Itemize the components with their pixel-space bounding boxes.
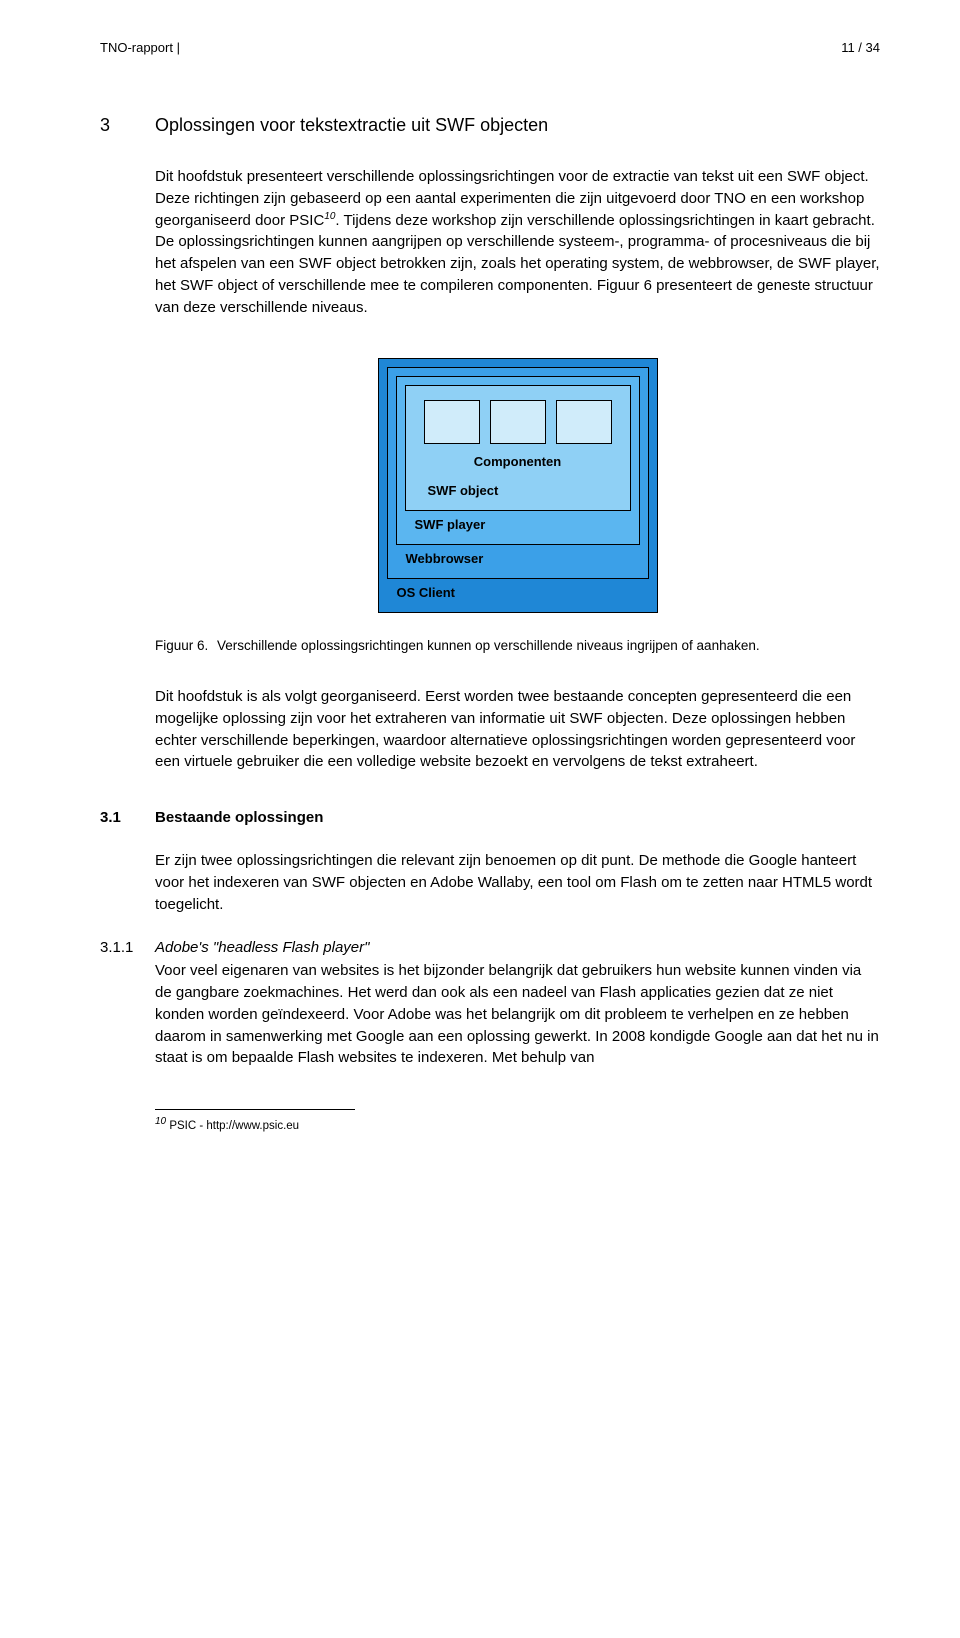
os-client-label: OS Client xyxy=(387,579,649,606)
footnote-ref-10: 10 xyxy=(324,211,335,222)
subsubsection-number: 3.1.1 xyxy=(100,939,155,956)
paragraph-1: Dit hoofdstuk presenteert verschillende … xyxy=(155,166,880,318)
figure-6-diagram: Componenten SWF object SWF player Webbro… xyxy=(155,358,880,613)
section-heading-row: 3 Oplossingen voor tekstextractie uit SW… xyxy=(100,115,880,136)
footnote-10: 10 PSIC - http://www.psic.eu xyxy=(155,1116,880,1132)
subsection-heading-row: 3.1 Bestaande oplossingen xyxy=(100,809,880,826)
footnote-number: 10 xyxy=(155,1116,166,1127)
page-header: TNO-rapport | 11 / 34 xyxy=(100,40,880,55)
subsection-number: 3.1 xyxy=(100,809,155,826)
section-number: 3 xyxy=(100,115,155,136)
subsubsection-heading-row: 3.1.1 Adobe's "headless Flash player" xyxy=(100,939,880,956)
component-box xyxy=(556,400,612,444)
layer-os-client: Componenten SWF object SWF player Webbro… xyxy=(378,358,658,613)
footnote-separator xyxy=(155,1109,355,1110)
swf-player-label: SWF player xyxy=(405,511,631,538)
subsubsection-title: Adobe's "headless Flash player" xyxy=(155,939,369,956)
component-box xyxy=(490,400,546,444)
footnote-text: PSIC - http://www.psic.eu xyxy=(166,1120,299,1132)
figure-caption-text: Verschillende oplossingsrichtingen kunne… xyxy=(217,638,760,653)
swf-object-label: SWF object xyxy=(418,477,618,504)
layer-webbrowser: Componenten SWF object SWF player Webbro… xyxy=(387,367,649,579)
paragraph-3: Er zijn twee oplossingsrichtingen die re… xyxy=(155,850,880,915)
paragraph-4: Voor veel eigenaren van websites is het … xyxy=(155,960,880,1069)
layer-swf-object: Componenten SWF object xyxy=(405,385,631,511)
header-left: TNO-rapport | xyxy=(100,40,180,55)
webbrowser-label: Webbrowser xyxy=(396,545,640,572)
nested-layers-diagram: Componenten SWF object SWF player Webbro… xyxy=(378,358,658,613)
section-title: Oplossingen voor tekstextractie uit SWF … xyxy=(155,115,548,136)
figure-label: Figuur 6. xyxy=(155,637,217,656)
paragraph-2: Dit hoofdstuk is als volgt georganiseerd… xyxy=(155,686,880,773)
component-box xyxy=(424,400,480,444)
figure-6-caption: Figuur 6.Verschillende oplossingsrichtin… xyxy=(217,637,880,656)
components-row xyxy=(418,400,618,444)
header-right: 11 / 34 xyxy=(841,40,880,55)
layer-swf-player: Componenten SWF object SWF player xyxy=(396,376,640,545)
componenten-label: Componenten xyxy=(418,454,618,477)
subsection-title: Bestaande oplossingen xyxy=(155,809,323,826)
